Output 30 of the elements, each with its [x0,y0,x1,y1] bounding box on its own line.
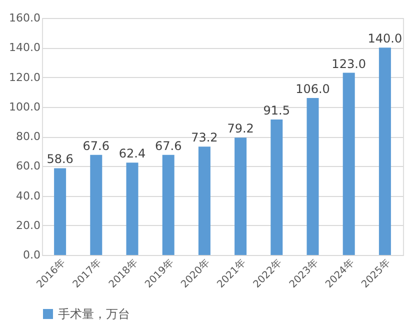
text: 58.6 [46,152,74,166]
text: 62.4 [118,146,146,161]
y-tick-label: 60.0 [16,160,40,173]
bar [270,119,283,255]
text: 123.0 [332,56,366,71]
bar [234,138,247,255]
bar [162,154,174,255]
legend-label: 手术量，万台 [58,307,130,321]
y-tick-label: 140.0 [9,41,40,54]
bar [378,48,391,255]
text: 140.0 [368,32,402,46]
y-tick-label: 20.0 [16,218,40,232]
y-tick-label: 80.0 [16,130,40,143]
y-tick-label: 40.0 [16,189,40,202]
bar [306,98,319,255]
y-tick-label: 100.0 [9,100,40,114]
y-tick-label: 0.0 [23,248,40,262]
bar [54,168,66,255]
text: 73.2 [191,130,218,145]
text: 67.6 [82,138,110,153]
y-tick-label: 160.0 [9,12,40,24]
bar [342,72,355,255]
text: 106.0 [296,82,330,96]
text: 79.2 [227,122,254,136]
bar [198,146,210,255]
y-tick-label: 120.0 [9,70,40,84]
text: 91.5 [263,103,290,118]
text: 67.6 [154,138,182,153]
bar [90,154,102,255]
bar [126,162,138,255]
